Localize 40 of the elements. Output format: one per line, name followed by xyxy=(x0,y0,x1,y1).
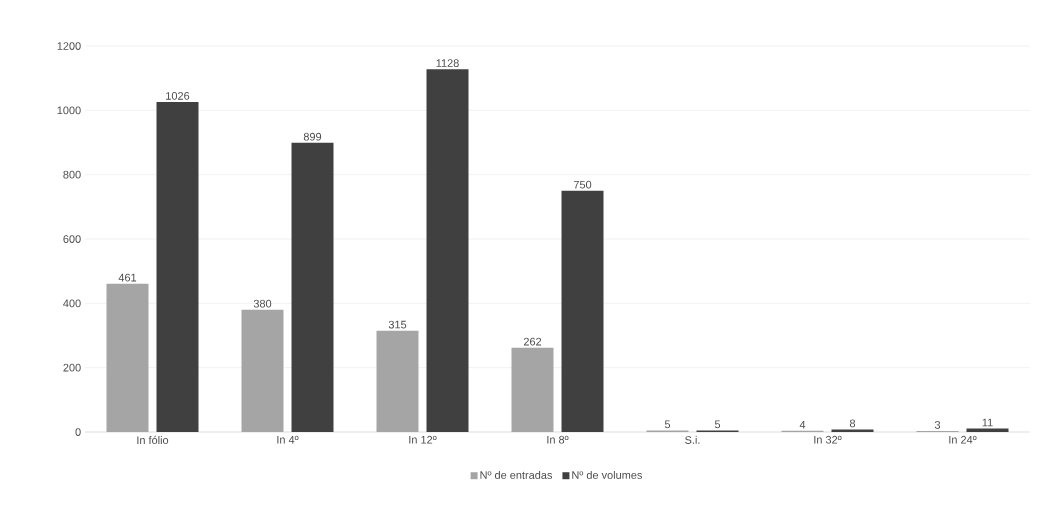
bar xyxy=(426,69,469,432)
legend-label: Nº de entradas xyxy=(480,470,553,479)
legend-label: Nº de volumes xyxy=(572,470,642,479)
y-tick-label: 200 xyxy=(63,363,81,372)
bar xyxy=(106,283,149,432)
y-tick-label: 0 xyxy=(75,428,81,436)
data-label: 262 xyxy=(523,337,542,346)
data-label: 315 xyxy=(388,320,407,329)
x-tick-label: S.i. xyxy=(685,435,700,444)
data-label: 8 xyxy=(849,419,856,428)
y-tick-label: 1200 xyxy=(57,42,81,50)
y-tick-label: 400 xyxy=(63,299,81,308)
x-tick-label: In 32º xyxy=(814,435,842,444)
data-label: 4 xyxy=(799,420,806,429)
data-label: 380 xyxy=(253,299,272,308)
bar xyxy=(561,190,604,432)
bar xyxy=(291,142,334,432)
data-label: 5 xyxy=(714,420,721,429)
x-tick-label: In 24º xyxy=(949,435,977,444)
bar xyxy=(376,330,419,432)
data-label: 11 xyxy=(982,418,993,427)
bar xyxy=(241,309,284,432)
bar xyxy=(156,101,199,432)
x-tick-label: In fólio xyxy=(137,435,169,445)
x-tick-label: In 12º xyxy=(409,435,437,444)
data-label: 3 xyxy=(934,421,941,429)
y-tick-label: 1000 xyxy=(57,106,81,115)
data-label: 5 xyxy=(664,420,671,429)
data-label: 1026 xyxy=(166,92,190,100)
bar xyxy=(831,429,874,432)
y-tick-label: 800 xyxy=(63,170,81,179)
data-label: 899 xyxy=(303,132,322,141)
x-tick-label: In 8º xyxy=(547,435,569,444)
data-label: 461 xyxy=(118,273,137,282)
y-tick-label: 600 xyxy=(63,235,81,243)
bar xyxy=(966,428,1009,432)
x-tick-label: In 4º xyxy=(277,435,299,444)
data-label: 1128 xyxy=(436,59,459,67)
data-label: 750 xyxy=(573,180,592,189)
bar xyxy=(511,347,554,432)
